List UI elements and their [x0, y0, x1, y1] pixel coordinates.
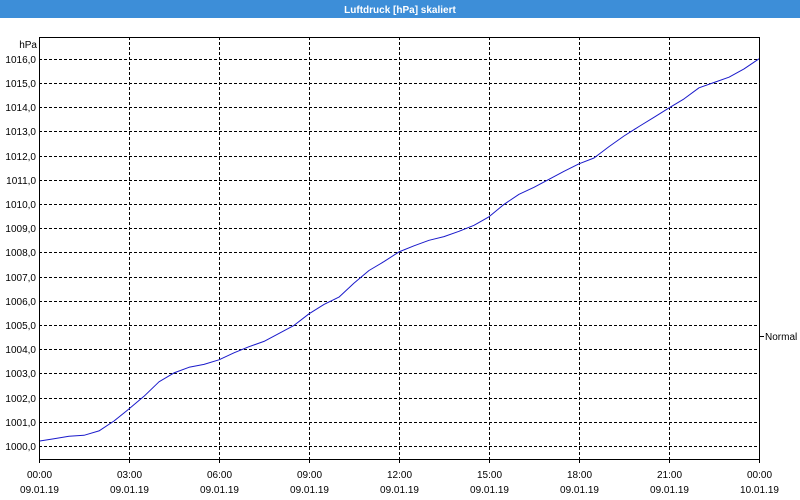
y-tick-label: 1007,0 [5, 273, 36, 284]
x-tick-label-time: 09:00 [297, 470, 322, 481]
y-axis-unit-label: hPa [19, 40, 37, 51]
y-tick-label: 1012,0 [5, 152, 36, 163]
y-tick-label: 1010,0 [5, 200, 36, 211]
x-tick-label-time: 21:00 [657, 470, 682, 481]
y-tick-label: 1009,0 [5, 224, 36, 235]
y-tick-labels: 1000,0 1001,0 1002,0 1003,0 1004,0 1005,0 1006… [5, 55, 36, 453]
y-tick-label: 1002,0 [5, 394, 36, 405]
x-tick-label-date: 09.01.19 [20, 485, 59, 496]
x-tick-label-date: 09.01.19 [110, 485, 149, 496]
y-tick-label: 1011,0 [6, 176, 36, 187]
x-tick-label-time: 12:00 [387, 470, 412, 481]
title-bar [0, 0, 800, 18]
x-tick-label-time: 03:00 [117, 470, 142, 481]
x-tick-label-time: 06:00 [207, 470, 232, 481]
y-tick-label: 1006,0 [5, 297, 36, 308]
x-tick-label-time: 15:00 [477, 470, 502, 481]
legend-label-normal: Normal [765, 332, 797, 343]
x-tick-label-time: 18:00 [567, 470, 592, 481]
x-tick-label-date: 09.01.19 [290, 485, 329, 496]
x-tick-label-time: 00:00 [747, 470, 772, 481]
x-tick-label-date: 09.01.19 [200, 485, 239, 496]
x-tick-label-date: 09.01.19 [470, 485, 509, 496]
grid-lines [39, 37, 759, 459]
y-tick-label: 1016,0 [5, 55, 36, 66]
y-tick-label: 1015,0 [5, 79, 36, 90]
legend: Normal [760, 332, 797, 343]
y-tick-label: 1005,0 [5, 321, 36, 332]
y-tick-label: 1008,0 [5, 248, 36, 259]
y-tick-label: 1013,0 [5, 127, 36, 138]
y-tick-label: 1014,0 [5, 103, 36, 114]
x-tick-labels: 00:00 09.01.19 03:00 09.01.19 06:00 09.01.19 0… [20, 459, 779, 496]
series-line-normal [38, 58, 760, 442]
y-tick-label: 1004,0 [5, 345, 36, 356]
y-tick-label: 1000,0 [5, 442, 36, 453]
x-tick-label-date: 09.01.19 [380, 485, 419, 496]
chart-title: Luftdruck [hPa] skaliert [344, 5, 456, 16]
x-tick-label-date: 09.01.19 [560, 485, 599, 496]
x-tick-label-time: 00:00 [27, 470, 52, 481]
y-tick-label: 1003,0 [5, 369, 36, 380]
x-tick-label-date: 09.01.19 [650, 485, 689, 496]
x-tick-label-date: 10.01.19 [740, 485, 779, 496]
series-layer [38, 58, 760, 442]
y-tick-label: 1001,0 [5, 418, 36, 429]
